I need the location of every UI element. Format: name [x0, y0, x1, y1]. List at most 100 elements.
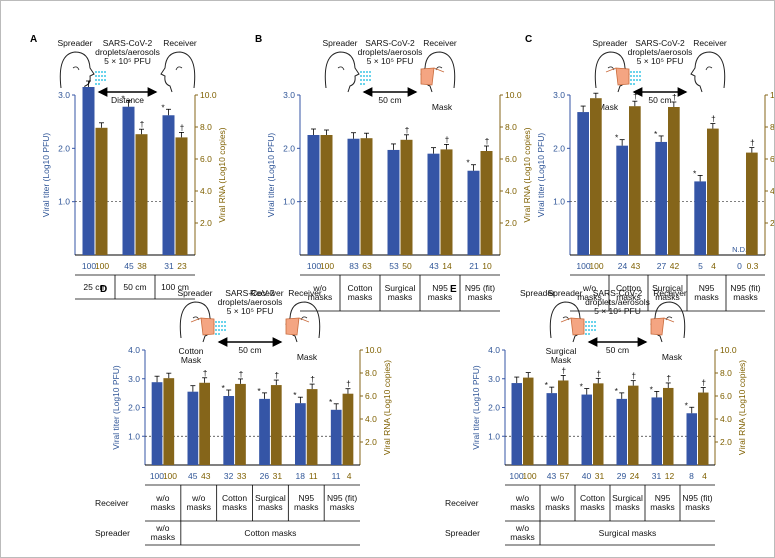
mask-strap	[190, 317, 202, 323]
spreader-cell: Surgical masks	[599, 528, 657, 538]
pfu-label: 5 × 10⁵ PFU	[367, 56, 414, 66]
category-label: Surgical masks	[652, 283, 683, 302]
significance-dagger: †	[561, 365, 566, 375]
droplet	[218, 329, 220, 331]
percent-rna: 100	[95, 261, 109, 271]
face-mask-icon	[615, 67, 630, 86]
face-mask-icon	[200, 317, 215, 336]
category-label: w/o masks	[577, 283, 602, 302]
droplets-label: droplets/aerosols	[95, 47, 160, 57]
panel-label: B	[255, 34, 262, 45]
bar-viral-rna	[270, 385, 282, 465]
right-tick-label: 8.0	[770, 122, 775, 132]
spreader-head-icon	[594, 51, 630, 93]
percent-rna: 23	[177, 261, 187, 271]
droplet	[639, 75, 641, 77]
y-axis-left-title: Viral titer (Log10 PFU)	[266, 133, 276, 218]
bar-viral-rna	[668, 107, 680, 255]
percent-rna: 4	[711, 261, 716, 271]
significance-dagger: †	[203, 368, 208, 378]
bar-viral-titer	[151, 382, 163, 465]
category-label: w/o masks	[186, 493, 211, 512]
receiver-head-icon	[420, 51, 456, 93]
right-tick-label: 6.0	[365, 391, 377, 401]
percent-rna: 100	[589, 261, 603, 271]
bar-viral-rna	[400, 139, 413, 255]
percent-rna: 4	[347, 471, 352, 481]
head-outline	[160, 51, 196, 93]
receiver-head-icon	[650, 301, 686, 343]
face-mask-icon	[650, 317, 665, 336]
significance-star: *	[329, 397, 333, 407]
significance-star: *	[580, 382, 584, 392]
bar-viral-rna	[320, 135, 333, 255]
bar-viral-titer	[259, 398, 270, 465]
panel-b: B Spreader Receiver SARS-CoV-2droplets/aero…	[250, 34, 532, 312]
bar-viral-titer	[307, 135, 320, 255]
percent-titer: 40	[582, 471, 592, 481]
significance-dagger: †	[596, 368, 601, 378]
face-mask-icon	[285, 317, 300, 336]
right-tick-label: 10.0	[770, 90, 775, 100]
left-tick-label: 1.0	[58, 197, 70, 207]
droplets-icon	[95, 71, 106, 85]
spreader-head-icon	[324, 51, 360, 93]
left-tick-label: 2.0	[553, 143, 565, 153]
percent-rna: 100	[522, 471, 536, 481]
droplet	[366, 75, 368, 77]
right-tick-label: 2.0	[720, 437, 732, 447]
droplet	[633, 75, 635, 77]
right-tick-label: 10.0	[200, 90, 217, 100]
droplet	[585, 321, 587, 323]
row-label-spreader: Spreader	[95, 528, 130, 538]
category-label: N95 (fit) masks	[465, 283, 495, 302]
droplet	[363, 71, 365, 73]
bar-viral-titer	[651, 397, 662, 465]
percent-rna: 14	[442, 261, 452, 271]
droplets-icon	[630, 71, 641, 85]
significance-star: *	[654, 129, 658, 139]
right-tick-label: 10.0	[720, 345, 737, 355]
receiver-mask-label: Mask	[662, 352, 683, 362]
significance-star: *	[615, 133, 619, 143]
ear	[705, 66, 713, 71]
bar-viral-rna	[306, 389, 318, 465]
percent-rna: 33	[237, 471, 247, 481]
droplet	[585, 333, 587, 335]
panel-d: D Spreader ReceiverSARS-CoV-2droplets/aero…	[95, 284, 392, 546]
bar-viral-rna	[663, 387, 674, 465]
droplet	[360, 75, 362, 77]
droplets-icon	[360, 71, 371, 85]
row-label-receiver: Receiver	[95, 498, 129, 508]
bar-viral-rna	[95, 127, 108, 255]
droplet	[363, 79, 365, 81]
significance-dagger: †	[485, 136, 490, 146]
droplet	[588, 329, 590, 331]
percent-rna: 42	[670, 261, 680, 271]
left-tick-label: 3.0	[128, 374, 140, 384]
spreader-mask-label: Mask	[598, 102, 619, 112]
significance-dagger: †	[672, 92, 677, 102]
bar-viral-titer	[330, 409, 342, 465]
bar-viral-rna	[698, 392, 709, 465]
droplet	[588, 333, 590, 335]
percent-titer: 100	[82, 261, 96, 271]
significance-dagger: †	[631, 371, 636, 381]
droplet	[588, 321, 590, 323]
spreader-label: Spreader	[178, 288, 213, 298]
spreader-head-icon	[179, 301, 215, 343]
distance-label: 50 cm	[378, 95, 401, 105]
significance-dagger: †	[666, 373, 671, 383]
spreader-cell: w/o masks	[151, 523, 176, 542]
bar-viral-titer	[616, 398, 627, 465]
panel-label: D	[100, 284, 107, 295]
distance-label: 50 cm	[238, 345, 261, 355]
y-axis-right-title: Viral RNA (Log10 copies)	[522, 127, 532, 222]
distance-label: 50 cm	[606, 345, 629, 355]
percent-titer: 83	[349, 261, 359, 271]
droplet	[221, 329, 223, 331]
left-tick-label: 1.0	[488, 431, 500, 441]
percent-rna: 24	[630, 471, 640, 481]
percent-rna: 50	[402, 261, 412, 271]
bar-viral-rna	[440, 149, 453, 255]
